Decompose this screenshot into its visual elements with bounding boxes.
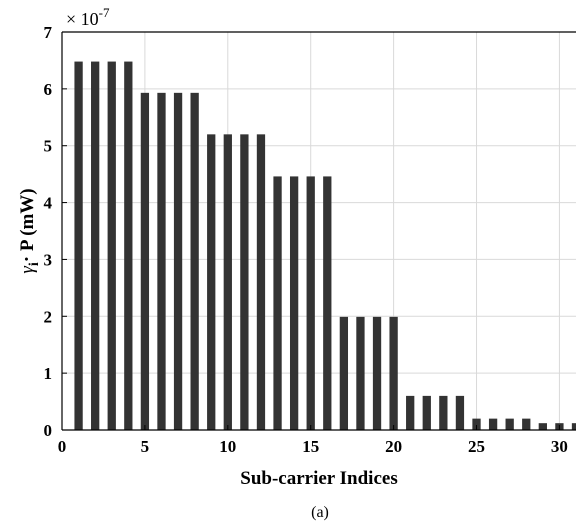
y-multiplier: × 10-7 xyxy=(66,5,110,29)
y-tick-labels: 0 1 2 3 4 5 6 7 xyxy=(44,23,53,440)
bar-18 xyxy=(356,316,365,430)
bar-6 xyxy=(157,92,166,430)
y-tick-label-5: 5 xyxy=(44,137,53,156)
x-tick-labels: 0 5 10 15 20 25 30 xyxy=(58,437,568,456)
x-tick-label-4: 20 xyxy=(385,437,402,456)
bar-15 xyxy=(306,176,315,430)
y-multiplier-exp: -7 xyxy=(99,5,110,20)
bar-19 xyxy=(372,316,382,430)
bar-8 xyxy=(190,92,199,430)
bar-10 xyxy=(223,134,232,431)
bar-31 xyxy=(571,423,576,430)
bar-25 xyxy=(472,418,481,430)
y-axis-title-rest: · P (mW) xyxy=(17,188,38,262)
bar-29 xyxy=(538,423,547,430)
bar-7 xyxy=(173,92,183,430)
bar-4 xyxy=(124,61,133,431)
bar-17 xyxy=(339,316,349,430)
y-tick-label-2: 2 xyxy=(44,307,53,326)
bar-26 xyxy=(488,418,498,430)
bar-9 xyxy=(207,134,216,431)
y-tick-label-6: 6 xyxy=(44,80,53,99)
bar-14 xyxy=(289,176,299,430)
y-tick-label-4: 4 xyxy=(44,194,53,213)
plot-area xyxy=(62,32,576,430)
bar-20 xyxy=(389,316,398,430)
y-tick-label-3: 3 xyxy=(44,250,53,269)
bar-27 xyxy=(505,418,514,430)
bar-13 xyxy=(273,176,282,430)
bar-24 xyxy=(455,395,465,430)
x-tick-label-0: 0 xyxy=(58,437,67,456)
bar-11 xyxy=(240,134,249,431)
bar-12 xyxy=(256,134,266,431)
bar-28 xyxy=(522,418,531,430)
bar-16 xyxy=(323,176,332,430)
bar-23 xyxy=(439,395,448,430)
bar-5 xyxy=(140,92,150,430)
bar-2 xyxy=(91,61,100,431)
y-tick-label-1: 1 xyxy=(44,364,53,383)
x-tick-label-1: 5 xyxy=(141,437,150,456)
x-tick-label-6: 30 xyxy=(551,437,568,456)
y-axis-title-subscript: i xyxy=(27,262,42,266)
y-tick-label-0: 0 xyxy=(44,421,53,440)
bar-22 xyxy=(422,395,431,430)
axes xyxy=(61,31,576,431)
x-tick-label-5: 25 xyxy=(468,437,485,456)
x-tick-label-3: 15 xyxy=(302,437,319,456)
bar-1 xyxy=(74,61,83,431)
x-axis-title: Sub-carrier Indices xyxy=(240,468,397,489)
y-tick-label-7: 7 xyxy=(44,23,53,42)
y-axis-title-gamma: γ xyxy=(17,266,38,274)
x-tick-label-2: 10 xyxy=(219,437,236,456)
y-multiplier-base: × 10 xyxy=(66,9,99,29)
y-axis-title: γi· P (mW) xyxy=(17,188,42,273)
bar-3 xyxy=(107,61,116,431)
figure-caption: (a) xyxy=(311,504,329,521)
bar-21 xyxy=(406,395,415,430)
